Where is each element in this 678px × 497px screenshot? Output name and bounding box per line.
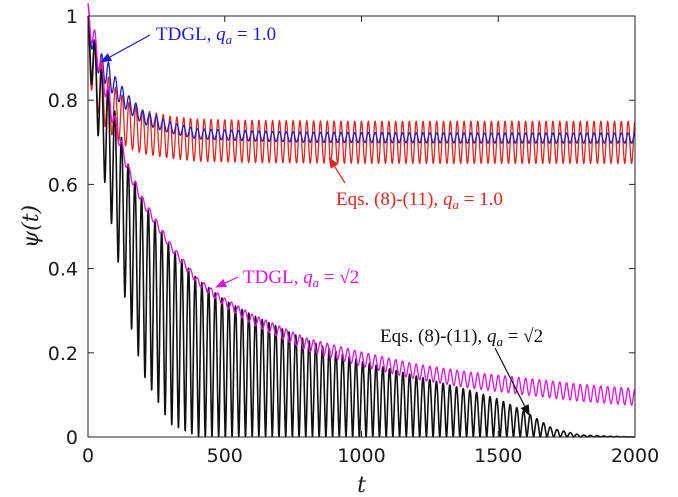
annotation-arrow-head <box>328 157 339 169</box>
y-axis-label: ψ(t) <box>19 205 44 248</box>
annotation-q: q <box>487 326 497 347</box>
series-layer <box>87 3 636 438</box>
annotation-q: q <box>303 267 313 288</box>
y-tick-label: 0 <box>66 427 78 449</box>
annotation-text: TDGL, <box>156 24 216 45</box>
x-axis-label: t <box>357 473 366 497</box>
annotation-eq: = √2 <box>503 326 543 347</box>
annotation-eqs-qa-1: Eqs. (8)-(11), qa = 1.0 <box>328 157 503 212</box>
x-tick-label: 2000 <box>611 445 659 467</box>
annotation-arrow-head <box>520 404 530 416</box>
series-line-eqs-qa-1 <box>87 24 636 165</box>
annotation-arrow-shaft <box>334 166 346 184</box>
series-line-tdgl-qa-1 <box>87 3 636 144</box>
annotation-arrow-shaft <box>109 34 151 58</box>
annotation-sub: a <box>452 197 459 212</box>
y-tick-label: 0.2 <box>48 343 78 365</box>
annotation-eq: = √2 <box>319 267 359 288</box>
x-tick-label: 500 <box>207 445 243 467</box>
annotation-tdgl-qa-sqrt2: TDGL, qa = √2 <box>215 267 359 290</box>
annotation-arrow-shaft <box>494 347 526 407</box>
x-tick-label: 1500 <box>474 445 522 467</box>
series-line-eqs-qa-sqrt2 <box>87 15 636 438</box>
annotation-text: Eqs. (8)-(11), <box>380 326 487 347</box>
annotation-sub: a <box>313 275 320 290</box>
annotation-text: Eqs. (8)-(11), <box>336 189 443 210</box>
annotation-text: TDGL, <box>243 267 303 288</box>
x-tick-label: 1000 <box>337 445 385 467</box>
annotation-eq: = 1.0 <box>459 189 503 210</box>
series-line-tdgl-qa-sqrt2 <box>87 3 636 406</box>
annotation-tdgl-qa-1: TDGL, qa = 1.0 <box>100 24 276 63</box>
annotation-eq: = 1.0 <box>232 24 276 45</box>
y-tick-label: 1 <box>66 6 78 28</box>
annotation-arrow-head <box>100 53 113 63</box>
annotation-label: Eqs. (8)-(11), qa = √2 <box>380 326 543 349</box>
y-tick-label: 0.4 <box>48 259 78 281</box>
annotation-label: TDGL, qa = √2 <box>243 267 359 290</box>
tick-layer: 0 500 1000 1500 2000 0 0.2 0.4 0.6 0.8 1 <box>48 6 659 467</box>
annotation-label: Eqs. (8)-(11), qa = 1.0 <box>336 189 503 212</box>
annotation-q: q <box>443 189 453 210</box>
annotation-label: TDGL, qa = 1.0 <box>156 24 276 47</box>
annotation-arrow-head <box>215 278 228 288</box>
annotation-sub: a <box>226 32 233 47</box>
annotation-arrow-shaft <box>224 276 239 284</box>
annotation-sub: a <box>496 334 503 349</box>
x-tick-label: 0 <box>82 445 94 467</box>
y-tick-label: 0.6 <box>48 174 78 196</box>
y-tick-label: 0.8 <box>48 90 78 112</box>
annotation-eqs-qa-sqrt2: Eqs. (8)-(11), qa = √2 <box>380 326 543 416</box>
annotation-q: q <box>216 24 226 45</box>
